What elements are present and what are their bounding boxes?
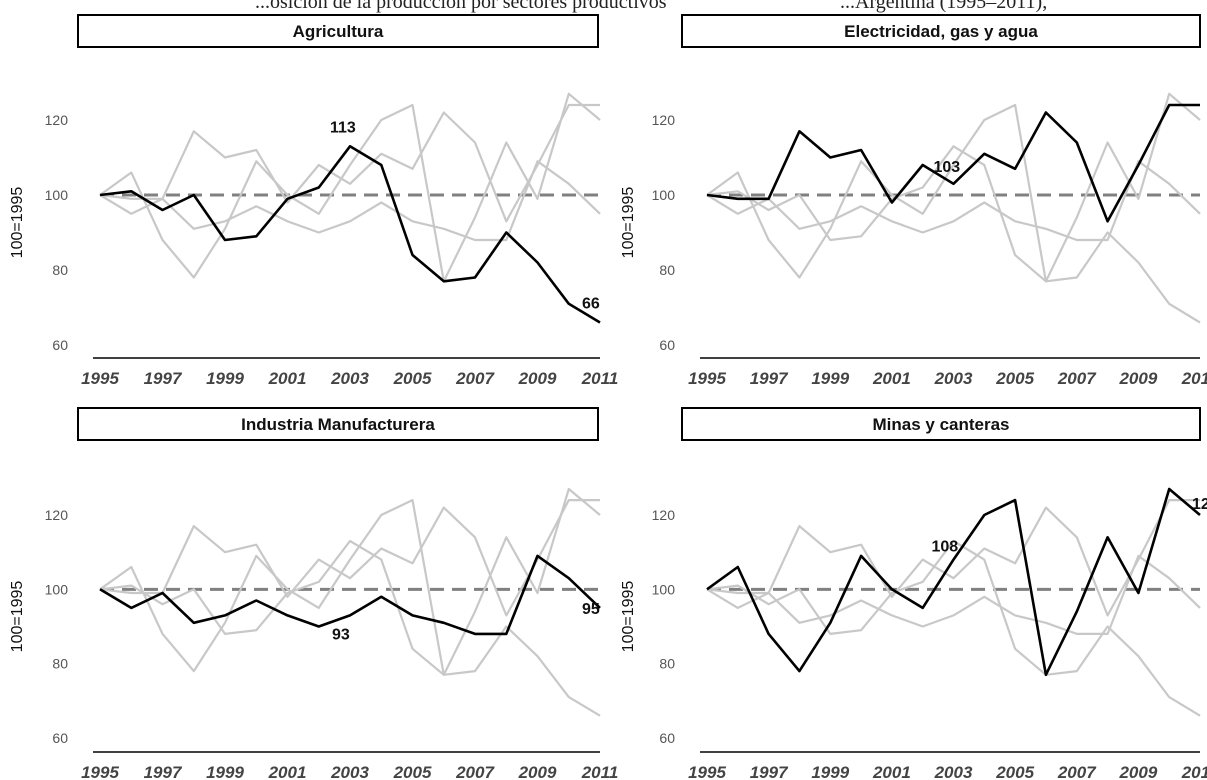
chart-panel: Electricidad, gas y agua 100=1995 60 80 100 1…	[620, 14, 1207, 388]
x-tick-label: 2005	[393, 369, 432, 388]
panel-title: Agricultura	[293, 22, 384, 41]
data-label: 103	[934, 159, 961, 176]
x-tick-label: 2005	[393, 763, 432, 780]
y-tick-label: 100	[652, 187, 676, 203]
y-tick-label: 80	[52, 656, 68, 672]
x-tick-label: 1995	[688, 369, 726, 388]
y-tick-label: 60	[52, 337, 68, 353]
y-tick-label: 100	[652, 581, 676, 597]
x-tick-label: 2007	[1057, 763, 1097, 780]
x-tick-label: 1995	[81, 763, 119, 780]
x-tick-label: 2011	[581, 763, 619, 780]
data-label: 113	[330, 119, 356, 136]
context-series-line	[99, 487, 601, 676]
x-tick-label: 2005	[995, 763, 1034, 780]
x-tick-label: 1997	[750, 369, 789, 388]
y-tick-label: 100	[45, 581, 69, 597]
chart-panel: Industria Manufacturera 100=1995 60 80 100 12…	[9, 407, 619, 780]
x-tick-label: 2009	[1118, 369, 1157, 388]
x-tick-label: 1999	[811, 763, 849, 780]
context-series-line	[706, 554, 1201, 636]
chart-panel: Agricultura 100=1995 60 80 100 120 1995 1997 199…	[9, 14, 619, 388]
highlight-series-line	[706, 487, 1201, 677]
x-tick-label: 1997	[750, 763, 789, 780]
x-tick-label: 2009	[518, 763, 557, 780]
x-tick-label: 2003	[330, 763, 369, 780]
y-axis-label: 100=1995	[9, 581, 26, 653]
x-tick-label: 2009	[518, 369, 557, 388]
highlight-series-line	[99, 554, 601, 636]
x-tick-label: 2007	[1057, 369, 1097, 388]
x-tick-label: 2001	[268, 763, 307, 780]
context-series-line	[706, 539, 1201, 717]
x-tick-label: 2007	[455, 369, 495, 388]
data-label: 108	[932, 539, 959, 556]
y-tick-label: 60	[52, 730, 68, 746]
context-series-line	[99, 103, 600, 223]
y-tick-label: 80	[659, 262, 675, 278]
data-label: 93	[332, 626, 350, 643]
x-tick-label: 2009	[1118, 763, 1157, 780]
panel-title-box	[681, 407, 1201, 441]
panel-title: Industria Manufacturera	[241, 415, 435, 434]
header-right-fragment: ...Argentina (1995–2011),	[840, 0, 1048, 13]
y-tick-label: 60	[659, 337, 675, 353]
context-series-line	[706, 160, 1201, 242]
x-tick-label: 1995	[81, 369, 119, 388]
y-axis-label: 100=1995	[620, 187, 637, 259]
x-tick-label: 1999	[206, 369, 244, 388]
x-tick-label: 1999	[206, 763, 244, 780]
data-label: 120	[1192, 496, 1207, 513]
panel-title-box	[77, 407, 599, 441]
x-tick-label: 2011	[581, 369, 619, 388]
y-axis-label: 100=1995	[9, 187, 26, 259]
context-series-line	[99, 539, 601, 717]
y-tick-label: 100	[45, 187, 69, 203]
context-series-line	[99, 160, 601, 242]
y-tick-label: 120	[652, 112, 676, 128]
y-tick-label: 80	[52, 262, 68, 278]
panel-title: Minas y canteras	[872, 415, 1009, 434]
x-tick-label: 2003	[934, 763, 973, 780]
y-tick-label: 120	[45, 507, 69, 523]
y-tick-label: 60	[659, 730, 675, 746]
context-series-line	[99, 499, 600, 617]
x-tick-label: 2001	[872, 763, 911, 780]
cropped-header: ...osición de la producción por sectores…	[0, 0, 1207, 14]
x-tick-label: 1999	[811, 369, 849, 388]
context-series-line	[706, 145, 1201, 324]
x-tick-label: 2005	[995, 369, 1034, 388]
x-tick-label: 1995	[688, 763, 726, 780]
x-tick-label: 2003	[934, 369, 973, 388]
panel-title-box	[681, 14, 1201, 48]
highlight-series-line	[706, 103, 1200, 223]
header-left-fragment: ...osición de la producción por sectores…	[255, 0, 667, 13]
highlight-series-line	[99, 145, 601, 324]
y-tick-label: 120	[652, 507, 676, 523]
y-axis-label: 100=1995	[620, 581, 637, 653]
y-tick-label: 120	[45, 112, 69, 128]
context-series-line	[706, 499, 1200, 617]
x-tick-label: 2007	[455, 763, 495, 780]
context-series-line	[99, 92, 601, 283]
x-tick-label: 2003	[330, 369, 369, 388]
data-label: 66	[582, 296, 600, 313]
x-tick-label: 1997	[144, 763, 183, 780]
x-tick-label: 2011	[1181, 369, 1207, 388]
x-tick-label: 2001	[268, 369, 307, 388]
x-tick-label: 2011	[1181, 763, 1207, 780]
x-tick-label: 2001	[872, 369, 911, 388]
panel-title-box	[77, 14, 599, 48]
context-series-line	[706, 92, 1201, 283]
x-tick-label: 1997	[144, 369, 183, 388]
data-label: 95	[582, 601, 600, 618]
y-tick-label: 80	[659, 656, 675, 672]
panel-title: Electricidad, gas y agua	[844, 22, 1038, 41]
chart-panel: Minas y canteras 100=1995 60 80 100 120 1995 19…	[620, 407, 1207, 780]
